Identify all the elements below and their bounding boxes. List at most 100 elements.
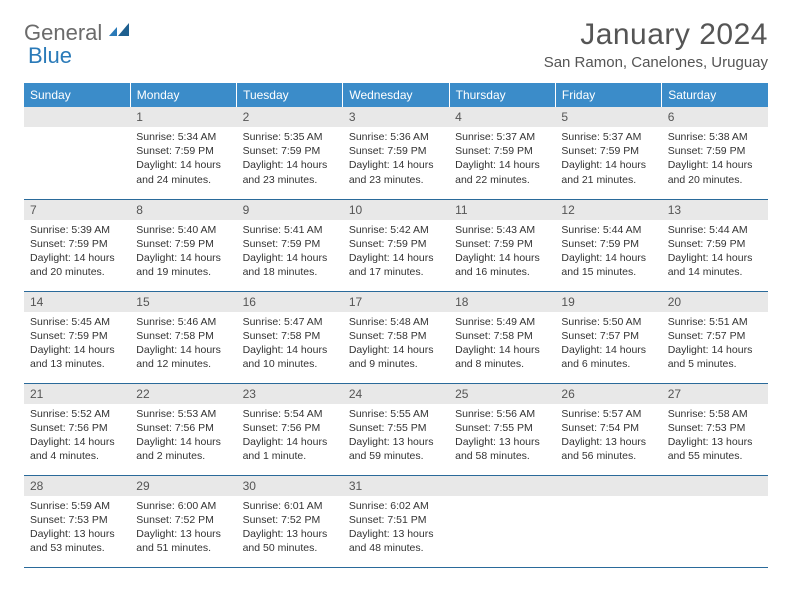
sunrise-line: Sunrise: 5:43 AM [455,223,549,237]
day-details: Sunrise: 5:41 AMSunset: 7:59 PMDaylight:… [237,220,343,286]
calendar-cell: 12Sunrise: 5:44 AMSunset: 7:59 PMDayligh… [555,199,661,291]
sunset-line: Sunset: 7:57 PM [561,329,655,343]
day-details: Sunrise: 5:40 AMSunset: 7:59 PMDaylight:… [130,220,236,286]
sunset-line: Sunset: 7:59 PM [30,237,124,251]
sunset-line: Sunset: 7:53 PM [668,421,762,435]
sunset-line: Sunset: 7:59 PM [349,144,443,158]
calendar-cell: 8Sunrise: 5:40 AMSunset: 7:59 PMDaylight… [130,199,236,291]
sunset-line: Sunset: 7:59 PM [455,237,549,251]
day-number: 16 [237,292,343,312]
day-details: Sunrise: 5:45 AMSunset: 7:59 PMDaylight:… [24,312,130,378]
day-number-empty [24,107,130,127]
day-number: 23 [237,384,343,404]
daylight-line: Daylight: 14 hours and 23 minutes. [349,158,443,186]
sunset-line: Sunset: 7:59 PM [243,144,337,158]
day-number: 4 [449,107,555,127]
daylight-line: Daylight: 14 hours and 23 minutes. [243,158,337,186]
daylight-line: Daylight: 14 hours and 15 minutes. [561,251,655,279]
month-title: January 2024 [544,18,768,52]
calendar-cell: 2Sunrise: 5:35 AMSunset: 7:59 PMDaylight… [237,107,343,199]
day-number: 1 [130,107,236,127]
daylight-line: Daylight: 14 hours and 4 minutes. [30,435,124,463]
daylight-line: Daylight: 14 hours and 19 minutes. [136,251,230,279]
day-number: 15 [130,292,236,312]
calendar-week-row: 21Sunrise: 5:52 AMSunset: 7:56 PMDayligh… [24,383,768,475]
sunrise-line: Sunrise: 5:44 AM [668,223,762,237]
sunrise-line: Sunrise: 5:42 AM [349,223,443,237]
day-number: 25 [449,384,555,404]
day-details: Sunrise: 5:51 AMSunset: 7:57 PMDaylight:… [662,312,768,378]
day-details: Sunrise: 5:58 AMSunset: 7:53 PMDaylight:… [662,404,768,470]
daylight-line: Daylight: 14 hours and 17 minutes. [349,251,443,279]
day-details: Sunrise: 5:44 AMSunset: 7:59 PMDaylight:… [662,220,768,286]
sunrise-line: Sunrise: 5:45 AM [30,315,124,329]
day-details: Sunrise: 5:52 AMSunset: 7:56 PMDaylight:… [24,404,130,470]
weekday-header-row: Sunday Monday Tuesday Wednesday Thursday… [24,83,768,107]
page-header: General Blue January 2024 San Ramon, Can… [24,18,768,71]
calendar-week-row: 28Sunrise: 5:59 AMSunset: 7:53 PMDayligh… [24,475,768,567]
day-number: 8 [130,200,236,220]
calendar-cell: 9Sunrise: 5:41 AMSunset: 7:59 PMDaylight… [237,199,343,291]
daylight-line: Daylight: 14 hours and 16 minutes. [455,251,549,279]
daylight-line: Daylight: 13 hours and 56 minutes. [561,435,655,463]
sunrise-line: Sunrise: 5:57 AM [561,407,655,421]
day-number: 13 [662,200,768,220]
sunrise-line: Sunrise: 5:41 AM [243,223,337,237]
sunrise-line: Sunrise: 5:37 AM [561,130,655,144]
sunset-line: Sunset: 7:55 PM [455,421,549,435]
weekday-header: Saturday [662,83,768,107]
calendar-cell: 18Sunrise: 5:49 AMSunset: 7:58 PMDayligh… [449,291,555,383]
daylight-line: Daylight: 13 hours and 53 minutes. [30,527,124,555]
day-details: Sunrise: 5:56 AMSunset: 7:55 PMDaylight:… [449,404,555,470]
calendar-cell [24,107,130,199]
calendar-cell: 28Sunrise: 5:59 AMSunset: 7:53 PMDayligh… [24,475,130,567]
day-details: Sunrise: 5:37 AMSunset: 7:59 PMDaylight:… [555,127,661,193]
calendar-cell: 5Sunrise: 5:37 AMSunset: 7:59 PMDaylight… [555,107,661,199]
sunset-line: Sunset: 7:56 PM [136,421,230,435]
day-details: Sunrise: 6:02 AMSunset: 7:51 PMDaylight:… [343,496,449,562]
daylight-line: Daylight: 14 hours and 22 minutes. [455,158,549,186]
sunrise-line: Sunrise: 6:02 AM [349,499,443,513]
day-details: Sunrise: 6:01 AMSunset: 7:52 PMDaylight:… [237,496,343,562]
calendar-cell: 17Sunrise: 5:48 AMSunset: 7:58 PMDayligh… [343,291,449,383]
daylight-line: Daylight: 14 hours and 13 minutes. [30,343,124,371]
calendar-cell: 14Sunrise: 5:45 AMSunset: 7:59 PMDayligh… [24,291,130,383]
calendar-cell: 4Sunrise: 5:37 AMSunset: 7:59 PMDaylight… [449,107,555,199]
day-number: 5 [555,107,661,127]
daylight-line: Daylight: 14 hours and 1 minute. [243,435,337,463]
sunset-line: Sunset: 7:59 PM [455,144,549,158]
daylight-line: Daylight: 14 hours and 14 minutes. [668,251,762,279]
calendar-cell: 10Sunrise: 5:42 AMSunset: 7:59 PMDayligh… [343,199,449,291]
sunrise-line: Sunrise: 5:34 AM [136,130,230,144]
calendar-cell: 15Sunrise: 5:46 AMSunset: 7:58 PMDayligh… [130,291,236,383]
sunrise-line: Sunrise: 5:56 AM [455,407,549,421]
calendar-cell: 11 Sunrise: 5:43 AMSunset: 7:59 PMDayligh… [449,199,555,291]
weekday-header: Thursday [449,83,555,107]
calendar-cell: 29Sunrise: 6:00 AMSunset: 7:52 PMDayligh… [130,475,236,567]
day-number: 28 [24,476,130,496]
day-number: 18 [449,292,555,312]
daylight-line: Daylight: 13 hours and 59 minutes. [349,435,443,463]
calendar-cell [555,475,661,567]
calendar-week-row: 7Sunrise: 5:39 AMSunset: 7:59 PMDaylight… [24,199,768,291]
daylight-line: Daylight: 14 hours and 12 minutes. [136,343,230,371]
flag-icon [109,22,135,40]
day-number: 2 [237,107,343,127]
day-number: 14 [24,292,130,312]
day-details: Sunrise: 5:50 AMSunset: 7:57 PMDaylight:… [555,312,661,378]
day-number: 10 [343,200,449,220]
day-number: 6 [662,107,768,127]
sunset-line: Sunset: 7:59 PM [561,144,655,158]
day-number: 9 [237,200,343,220]
day-details: Sunrise: 5:55 AMSunset: 7:55 PMDaylight:… [343,404,449,470]
sunset-line: Sunset: 7:56 PM [243,421,337,435]
day-number: 30 [237,476,343,496]
sunrise-line: Sunrise: 5:50 AM [561,315,655,329]
day-details: Sunrise: 6:00 AMSunset: 7:52 PMDaylight:… [130,496,236,562]
calendar-week-row: 14Sunrise: 5:45 AMSunset: 7:59 PMDayligh… [24,291,768,383]
day-number: 29 [130,476,236,496]
day-details: Sunrise: 5:46 AMSunset: 7:58 PMDaylight:… [130,312,236,378]
day-number-empty [662,476,768,496]
day-details: Sunrise: 5:57 AMSunset: 7:54 PMDaylight:… [555,404,661,470]
day-number: 11 [449,200,555,220]
